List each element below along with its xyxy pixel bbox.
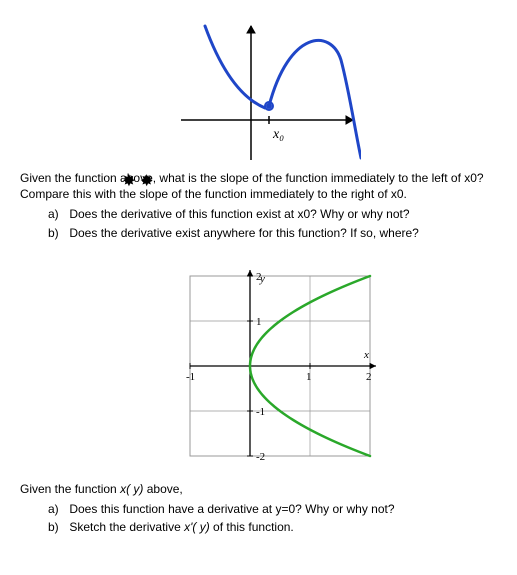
svg-text:1: 1: [306, 371, 312, 383]
part-label: a): [48, 206, 66, 222]
problem-2-figure-row: ✸ ✸ -112-2-112xy: [20, 261, 497, 471]
svg-text:-1: -1: [256, 406, 265, 418]
svg-text:1: 1: [256, 316, 262, 328]
svg-text:x: x: [363, 349, 369, 361]
difficulty-stars: ✸ ✸: [122, 171, 153, 191]
part-text: Does the derivative exist anywhere for t…: [69, 226, 419, 240]
problem-1: ✸ x₀ Given the function above, what is t…: [20, 20, 497, 241]
problem-1-figure-row: ✸ x₀: [20, 20, 497, 160]
svg-text:-1: -1: [186, 371, 195, 383]
q2-suffix: above,: [143, 482, 182, 496]
svg-text:-2: -2: [256, 451, 265, 463]
part-text: Does the derivative of this function exi…: [69, 207, 409, 221]
problem-1-question: Given the function above, what is the sl…: [20, 170, 497, 202]
problem-2-part-b: b) Sketch the derivative x'( y) of this …: [48, 519, 497, 535]
svg-text:x₀: x₀: [272, 127, 284, 142]
problem-2-part-a: a) Does this function have a derivative …: [48, 501, 497, 517]
q2-fn: x( y): [120, 482, 143, 496]
part-text-prefix: Sketch the derivative: [69, 520, 184, 534]
part-label: b): [48, 225, 66, 241]
problem-2-question: Given the function x( y) above,: [20, 481, 497, 497]
problem-1-part-b: b) Does the derivative exist anywhere fo…: [48, 225, 497, 241]
problem-2-parts: a) Does this function have a derivative …: [48, 501, 497, 535]
svg-text:y: y: [259, 273, 265, 285]
part-text-suffix: of this function.: [210, 520, 294, 534]
problem-2-graph: -112-2-112xy: [175, 261, 385, 471]
problem-1-graph: x₀: [181, 20, 361, 160]
q2-prefix: Given the function: [20, 482, 120, 496]
problem-1-parts: a) Does the derivative of this function …: [48, 206, 497, 240]
svg-text:2: 2: [366, 371, 372, 383]
problem-2: ✸ ✸ -112-2-112xy Given the function x( y…: [20, 261, 497, 536]
part-fn: x'( y): [184, 520, 210, 534]
part-label: b): [48, 519, 66, 535]
problem-1-part-a: a) Does the derivative of this function …: [48, 206, 497, 222]
part-label: a): [48, 501, 66, 517]
part-text: Does this function have a derivative at …: [69, 502, 394, 516]
